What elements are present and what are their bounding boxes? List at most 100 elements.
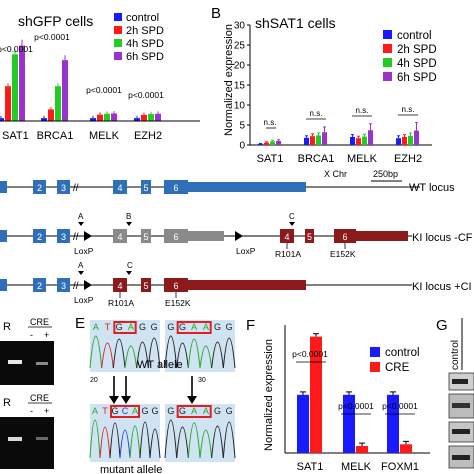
svg-text:6: 6 (342, 232, 347, 242)
panel-b-legend-swatch (383, 44, 392, 53)
panel-a-legend-label: control (126, 12, 159, 24)
panel-f-xtick-label: MELK (341, 461, 372, 473)
panel-f-legend-swatch (370, 347, 380, 357)
chromatogram-base: G (214, 322, 221, 332)
panel-a-bar (55, 86, 61, 121)
mutant-allele-label: mutant allele (100, 464, 162, 474)
panel-a-pval-1: p<0.0001 (0, 44, 33, 54)
panel-d: R CRE - + R CRE - + (0, 317, 54, 469)
chromatogram-base: A (203, 322, 209, 332)
chromatogram-peak (119, 429, 131, 459)
chromatogram-peak (89, 335, 103, 369)
svg-text:R: R (3, 321, 11, 333)
panel-a-pval-4: p<0.0001 (128, 90, 164, 100)
chromatogram-peak (176, 426, 189, 459)
panel-a-bar (41, 118, 47, 121)
panel-b-bar (258, 143, 263, 145)
panel-a-legend-swatch (114, 52, 122, 60)
chromatogram-peak (211, 341, 224, 369)
panel-b-ytick-label: 0 (239, 141, 245, 152)
svg-text:20: 20 (90, 377, 98, 384)
chromatogram-base: A (203, 406, 209, 416)
panel-b-axes: 0 5 10 15 20 25 30 (234, 21, 432, 152)
chromatogram-peak (211, 425, 224, 459)
panel-g-col-label: control (450, 340, 461, 370)
panel-b-legend-label: 2h SPD (397, 44, 437, 56)
panel-g: G control (436, 317, 474, 469)
chromatogram-base: G (141, 406, 148, 416)
chromatogram-peak (199, 345, 213, 369)
panel-f-xticks: SAT1 MELK FOXM1 (297, 461, 419, 473)
panel-b-legend-swatch (383, 30, 392, 39)
panel-f-legend: control CRE (370, 347, 420, 374)
svg-text:C: C (289, 212, 295, 221)
panel-f-legend-label: CRE (385, 362, 410, 374)
svg-text:4: 4 (117, 232, 122, 242)
chromatogram-peak (199, 429, 213, 459)
chromatogram-peak (136, 341, 149, 369)
chromatogram-peak (164, 419, 178, 459)
svg-text:+: + (44, 330, 49, 340)
svg-text:LoxP: LoxP (236, 246, 256, 256)
chromatograms: A T G A G G G G A A G GA T G C A G G G G A A G G (89, 320, 236, 462)
svg-text:B: B (126, 212, 131, 221)
codon-highlight (176, 321, 212, 334)
panel-b-legend-swatch (383, 72, 392, 81)
panel-f-bars (297, 333, 412, 453)
svg-text:2: 2 (37, 183, 42, 193)
svg-text:3: 3 (61, 281, 66, 291)
chromatogram-base: G (179, 322, 186, 332)
svg-text://: // (73, 232, 79, 243)
locus-diagrams: X Chr 250bp 2 3 // 4 5 6 WT locus 2 (0, 169, 473, 308)
panel-a-bar (19, 45, 25, 121)
svg-text:2: 2 (37, 281, 42, 291)
chromatogram-peak (176, 342, 189, 369)
chromatogram-base: G (226, 406, 233, 416)
panel-f-bar (356, 446, 368, 453)
panel-a-bar (97, 114, 103, 121)
svg-text:4: 4 (117, 281, 122, 291)
panel-b-bars (258, 122, 419, 145)
panel-b-bar (402, 137, 407, 145)
panel-f-ylabel: Normalized expression (263, 339, 275, 451)
panel-a-bar (5, 86, 11, 121)
panel-f-pval-2: p<0.0001 (338, 401, 374, 411)
chromatogram-peak (164, 335, 178, 369)
panel-a-legend-label: 2h SPD (126, 25, 164, 37)
chromatogram-peak (99, 426, 111, 459)
panel-a-legend-swatch (114, 39, 122, 47)
chromatogram-base: A (92, 406, 98, 416)
svg-text:5: 5 (307, 232, 312, 242)
panel-a-bar (111, 113, 117, 121)
panel-b-ns-3: n.s. (356, 106, 369, 115)
panel-b-bar (304, 137, 309, 145)
panel-b-legend-label: 4h SPD (397, 58, 437, 70)
svg-text:5: 5 (143, 232, 148, 242)
panel-a-bar (12, 54, 18, 121)
svg-text:CRE: CRE (30, 317, 49, 327)
chromatogram-peak (222, 337, 236, 369)
panel-a-bars (0, 39, 161, 121)
panel-a-bar (148, 114, 154, 121)
panel-a-xtick-3: MELK (89, 130, 120, 142)
panel-b-ns-4: n.s. (402, 105, 415, 114)
svg-text:6: 6 (173, 281, 178, 291)
svg-text:A: A (78, 261, 84, 270)
ki-cre-minus-label: KI locus -CF (412, 232, 473, 244)
panel-b-ytick-label: 10 (234, 101, 246, 112)
panel-b-ytick-label: 25 (234, 41, 246, 52)
chromatogram-base: G (167, 322, 174, 332)
panel-f-pval-1: p<0.0001 (292, 349, 328, 359)
chromatogram-base: A (132, 406, 138, 416)
panel-b-bar (270, 141, 275, 145)
wt-locus: 2 3 // 4 5 6 WT locus (0, 180, 455, 194)
panel-b-ytick-label: 20 (234, 61, 246, 72)
chromatogram-base: T (102, 406, 108, 416)
panel-f-legend-swatch (370, 362, 380, 372)
panel-b-legend-label: 6h SPD (397, 72, 437, 84)
chromatogram-peak (129, 425, 141, 459)
ki-locus-cre-minus: 2 3 // LoxP A 4 B 5 6 LoxP 4 5 C (0, 212, 473, 259)
svg-text:5: 5 (143, 281, 148, 291)
